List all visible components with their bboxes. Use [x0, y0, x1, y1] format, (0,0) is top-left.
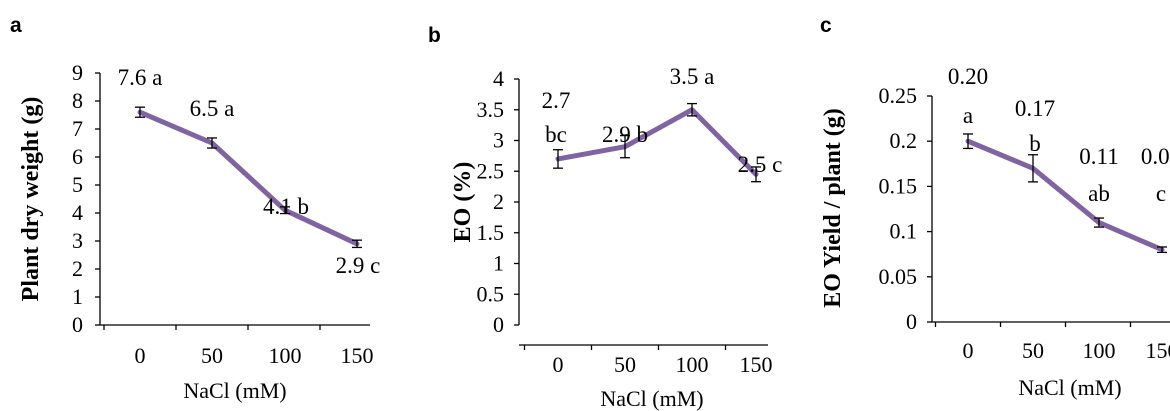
y-tick-label: 1	[493, 251, 504, 276]
x-tick-label: 50	[201, 343, 223, 368]
x-tick-label: 50	[1022, 338, 1044, 363]
data-label: 2.5 c	[738, 152, 783, 177]
panel-letter: a	[10, 14, 22, 37]
x-tick-label: 50	[614, 352, 636, 377]
y-tick-label: 1	[72, 284, 83, 309]
data-label: 2.9 b	[602, 122, 648, 147]
series-line	[555, 107, 759, 177]
error-bar	[620, 134, 630, 159]
y-tick-label: 3	[493, 128, 504, 153]
x-axis-title: NaCl (mM)	[600, 386, 703, 411]
error-bar	[963, 133, 973, 150]
chart-panel-c: c 0 0.05 0.1 0.15 0.2 0.25 0 50 100 150 NaCl (mM) EO…	[820, 14, 1170, 400]
data-label: 0.20	[948, 64, 988, 89]
data-label: b	[1029, 131, 1041, 156]
y-tick-label: 2.5	[477, 158, 505, 183]
x-axis-title: NaCl (mM)	[183, 378, 286, 403]
data-label: 0.08	[1141, 144, 1170, 169]
y-axis-title: Plant dry weight (g)	[18, 97, 44, 302]
error-bar	[687, 102, 697, 117]
data-label: 0.17	[1015, 96, 1055, 121]
x-tick-label: 100	[269, 343, 302, 368]
y-tick-label: 3.5	[477, 97, 505, 122]
y-tick-label: 2	[72, 256, 83, 281]
data-label: 2.7	[542, 88, 571, 113]
error-bar	[1157, 246, 1167, 254]
x-tick-label: 150	[740, 352, 773, 377]
y-tick-label: 0.5	[477, 281, 505, 306]
y-tick-label: 0.05	[879, 264, 918, 289]
data-label: 6.5 a	[190, 96, 235, 121]
series-line	[965, 138, 1165, 253]
error-bar	[553, 149, 563, 169]
error-bar	[207, 137, 217, 149]
data-label: 7.6 a	[118, 65, 163, 90]
x-tick-label: 0	[553, 352, 564, 377]
y-axis-title: EO (%)	[450, 162, 476, 243]
data-label: 2.9 c	[336, 253, 381, 278]
data-label: bc	[545, 122, 567, 147]
y-tick-label: 0	[72, 312, 83, 337]
data-label: 0.11	[1079, 144, 1118, 169]
y-tick-label: 7	[72, 116, 83, 141]
y-tick-label: 0.15	[879, 173, 918, 198]
y-tick-label: 5	[72, 172, 83, 197]
x-tick-label: 150	[1146, 338, 1170, 363]
data-label: c	[1156, 181, 1166, 206]
y-tick-label: 2	[493, 189, 504, 214]
error-bar	[352, 239, 362, 249]
y-tick-label: 0.25	[879, 83, 918, 108]
panel-letter: b	[428, 24, 441, 47]
error-bar	[1094, 217, 1104, 228]
data-label: 3.5 a	[670, 64, 715, 89]
y-tick-label: 0	[906, 309, 917, 334]
error-bar	[280, 206, 290, 215]
series-line	[137, 109, 360, 247]
x-tick-label: 100	[676, 352, 709, 377]
error-bar	[1028, 154, 1038, 183]
y-tick-label: 0.2	[890, 128, 918, 153]
x-tick-label: 150	[341, 343, 374, 368]
y-tick-label: 0.1	[890, 219, 918, 244]
data-label: 4.1 b	[263, 194, 309, 219]
y-tick-label: 3	[72, 228, 83, 253]
y-tick-label: 8	[72, 88, 83, 113]
panel-letter: c	[820, 14, 832, 37]
error-bar	[751, 166, 761, 183]
x-axis-title: NaCl (mM)	[1018, 375, 1121, 400]
y-axis-title: EO Yield / plant (g)	[820, 108, 846, 308]
error-bar	[135, 106, 145, 118]
data-label: ab	[1088, 181, 1110, 206]
y-tick-label: 9	[72, 60, 83, 85]
x-tick-label: 100	[1083, 338, 1116, 363]
x-tick-label: 0	[135, 343, 146, 368]
chart-panel-b: b 0 0.5 1 1.5 2 2.5 3 3.5 4 0 50 100 150 NaCl (mM) EO (…	[428, 24, 782, 411]
y-tick-label: 6	[72, 144, 83, 169]
x-tick-label: 0	[963, 338, 974, 363]
chart-panel-a: a 0 1 2 3 4 5 6 7 8 9 0 50 100 150 NaCl (mM) Plant dry w…	[10, 14, 380, 403]
y-tick-label: 4	[72, 200, 83, 225]
data-label: a	[963, 103, 973, 128]
y-tick-label: 0	[493, 312, 504, 337]
y-tick-label: 4	[493, 66, 504, 91]
y-tick-label: 1.5	[477, 220, 505, 245]
